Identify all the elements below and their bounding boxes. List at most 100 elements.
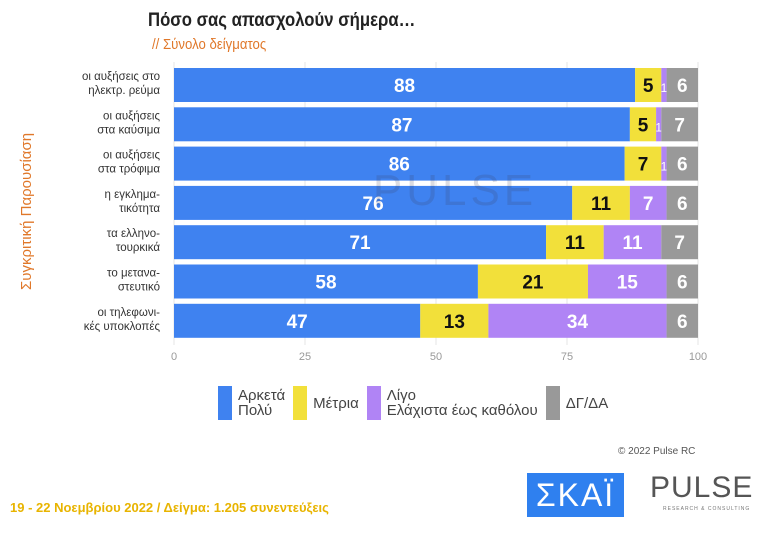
bar-segment [666, 146, 698, 181]
data-label: 13 [444, 312, 465, 333]
bar-segment [174, 303, 421, 338]
bar-segment [661, 225, 698, 260]
category-label: ηλεκτρ. ρεύμα [88, 85, 160, 97]
legend-label: Αρκετά [238, 387, 286, 404]
data-label: 34 [567, 312, 589, 333]
data-label: 7 [674, 233, 685, 254]
data-label: 7 [674, 115, 685, 136]
category-label: στα τρόφιμα [98, 164, 160, 176]
data-label: 6 [677, 155, 688, 176]
bar-segment [666, 68, 698, 102]
x-tick-label: 100 [689, 351, 707, 363]
bar-segment [174, 107, 630, 142]
data-label: 5 [643, 76, 654, 97]
bar-segment [174, 68, 636, 102]
bar-segment [666, 303, 698, 338]
data-label: 47 [287, 312, 308, 333]
bar-segment [629, 107, 657, 142]
legend: Αρκετά Πολύ Μέτρια Λίγο Ελάχιστα έως καθόλ… [218, 386, 616, 420]
x-tick-label: 50 [430, 351, 442, 363]
legend-swatch [293, 386, 308, 420]
category-label: κές υποκλοπές [84, 321, 161, 333]
bar-segment [666, 185, 698, 220]
bar-segment [420, 303, 489, 338]
bar-segment [587, 264, 667, 299]
legend-item: Λίγο Ελάχιστα έως καθόλου [366, 386, 538, 420]
bar-segment [666, 264, 698, 299]
data-label: 87 [391, 115, 412, 136]
bar-segment [661, 146, 667, 181]
bar-segment [635, 68, 662, 102]
x-tick-label: 75 [561, 351, 573, 363]
category-label: η εγκλημα- [105, 189, 161, 201]
data-label: 88 [394, 76, 415, 97]
legend-item: Μέτρια [293, 386, 359, 420]
bar-segment [656, 107, 662, 142]
pulse-logo: PULSE [650, 471, 754, 504]
legend-label: Λίγο [386, 387, 416, 404]
data-label: 6 [677, 273, 688, 294]
data-label: 1 [661, 81, 668, 95]
data-label: 7 [638, 155, 649, 176]
category-label: στα καύσιμα [97, 124, 160, 136]
bar-segment [546, 225, 604, 260]
data-label: 11 [591, 194, 612, 215]
category-label: οι αυξήσεις [103, 110, 160, 122]
bar-segment [174, 185, 573, 220]
legend-label: Μέτρια [313, 394, 359, 412]
category-label: τα ελληνο- [107, 228, 160, 240]
watermark: PULSE [373, 166, 537, 215]
data-label: 7 [643, 194, 654, 215]
data-label: 58 [315, 273, 336, 294]
legend-swatch [545, 386, 560, 420]
legend-label: Ελάχιστα έως καθόλου [386, 402, 538, 419]
category-label: τικότητα [119, 203, 160, 215]
skai-logo: ΣΚΑΪ [527, 473, 624, 517]
bar-segment [624, 146, 662, 181]
chart-title: Πόσο σας απασχολούν σήμερα… [148, 10, 416, 31]
bar-segment [477, 264, 588, 299]
x-tick-label: 0 [171, 351, 177, 363]
data-label: 6 [677, 194, 688, 215]
category-label: οι αυξήσεις [103, 150, 160, 162]
bar-segment [661, 68, 667, 102]
data-label: 5 [638, 115, 649, 136]
bar-segment [572, 185, 630, 220]
chart-subtitle: // Σύνολο δείγματος [152, 36, 267, 53]
category-label: το μετανα- [107, 268, 160, 280]
copyright: © 2022 Pulse RC [618, 446, 696, 457]
legend-item: ΔΓ/ΔΑ [545, 386, 609, 420]
legend-label: ΔΓ/ΔΑ [565, 394, 609, 412]
bar-segment [603, 225, 662, 260]
legend-swatch [218, 386, 232, 420]
category-label: οι αυξήσεις στο [82, 71, 160, 83]
data-label: 11 [565, 233, 586, 254]
bar-segment [174, 225, 547, 260]
bar-segment [174, 146, 625, 181]
category-label: τουρκικά [116, 242, 161, 254]
data-label: 1 [661, 160, 668, 174]
bar-segment [174, 264, 478, 299]
data-label: 21 [522, 273, 544, 294]
bar-segment [488, 303, 667, 338]
bar-segment [629, 185, 667, 220]
x-tick-label: 25 [299, 351, 311, 363]
legend-swatch [366, 386, 381, 420]
bar-segment [661, 107, 698, 142]
pulse-logo-sub: RESEARCH & CONSULTING [663, 506, 751, 512]
category-label: οι τηλεφωνι- [97, 307, 160, 319]
data-label: 76 [363, 194, 384, 215]
legend-item: Αρκετά Πολύ [218, 386, 285, 420]
legend-label: Πολύ [238, 402, 273, 419]
data-label: 86 [389, 155, 410, 176]
data-label: 1 [655, 120, 662, 134]
data-label: 11 [622, 233, 643, 254]
data-label: 6 [677, 76, 688, 97]
category-label: στευτικό [118, 282, 160, 294]
data-label: 15 [617, 273, 639, 294]
footer-info: 19 - 22 Νοεμβρίου 2022 / Δείγμα: 1.205 σ… [10, 500, 329, 515]
data-label: 6 [677, 312, 688, 333]
data-label: 71 [349, 233, 371, 254]
